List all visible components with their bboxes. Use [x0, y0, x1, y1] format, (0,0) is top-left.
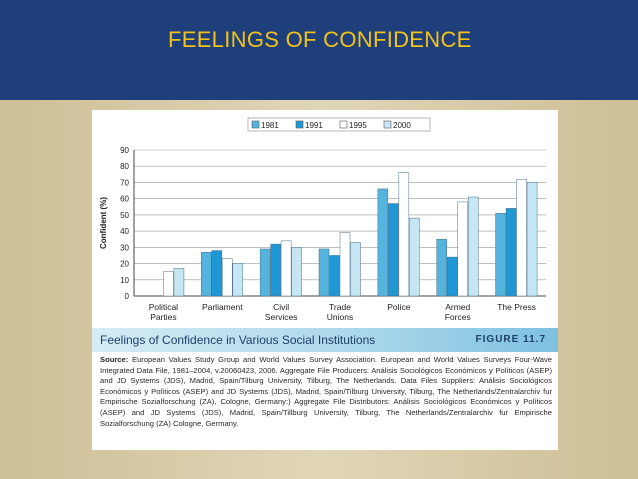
bar-the-press-1981 [495, 213, 506, 297]
y-tick-label-70: 70 [120, 178, 129, 187]
x-tick-label: Unions [327, 312, 353, 322]
slide-header: FEELINGS OF CONFIDENCE [0, 0, 638, 100]
legend-swatch-1981 [251, 120, 260, 129]
legend-label-1995: 1995 [349, 121, 367, 130]
bar-civil-services-1995 [280, 240, 292, 297]
y-axis-labels: 0 10 20 30 40 50 60 70 80 90 [120, 146, 129, 301]
x-tick-label: Police [387, 302, 410, 312]
bar-parliament-2000 [232, 263, 244, 297]
figure-panel: 1981 1991 1995 2000 Political Parties Parliam… [92, 110, 558, 450]
y-tick-label-60: 60 [120, 195, 129, 204]
bar-parliament-1981 [201, 251, 212, 297]
x-tick-label: Parties [150, 312, 176, 322]
legend-label-2000: 2000 [393, 121, 411, 130]
bar-armed-forces-1995 [457, 201, 468, 297]
legend-label-1981: 1981 [261, 121, 279, 130]
figure-source: Source: European Values Study Group and … [100, 355, 552, 429]
legend-swatch-1995 [339, 120, 348, 129]
x-tick-label: Forces [445, 312, 471, 322]
slide-title: FEELINGS OF CONFIDENCE [168, 27, 472, 52]
source-prefix: Source: [100, 355, 129, 364]
y-tick-label-50: 50 [120, 211, 129, 220]
bar-armed-forces-2000 [467, 196, 479, 297]
x-tick-label: Services [265, 312, 298, 322]
bar-trade-unions-2000 [350, 242, 361, 297]
bar-armed-forces-1981 [436, 238, 447, 297]
bar-civil-services-2000 [291, 247, 302, 297]
bar-trade-unions-1981 [318, 248, 330, 297]
bar-civil-services-1981 [259, 248, 271, 297]
source-body: European Values Study Group and World Va… [100, 355, 552, 428]
y-tick-label-40: 40 [120, 227, 129, 236]
x-tick-label: Parliament [202, 302, 243, 312]
figure-caption-bar: Feelings of Confidence in Various Social… [92, 328, 558, 352]
bar-the-press-1995 [516, 178, 527, 297]
y-axis-title: Confident (%) [99, 197, 108, 249]
legend-swatch-1991 [295, 120, 304, 129]
bar-police-1991 [388, 203, 399, 297]
x-tick-label: Political [149, 302, 178, 312]
chart-bars [163, 172, 538, 297]
figure-number: FIGURE 11.7 [475, 334, 546, 345]
x-tick-label: Armed [445, 302, 470, 312]
y-tick-label-20: 20 [120, 260, 129, 269]
y-tick-label-0: 0 [125, 292, 130, 301]
legend-swatch-2000 [383, 120, 392, 129]
bar-trade-unions-1991 [329, 255, 340, 297]
bar-armed-forces-1991 [446, 256, 458, 297]
bar-the-press-2000 [526, 182, 538, 297]
chart-legend: 1981 1991 1995 2000 [247, 117, 431, 132]
bar-parliament-1991 [211, 250, 223, 297]
x-tick-label: The Press [497, 302, 536, 312]
bar-the-press-1991 [505, 208, 517, 297]
x-tick-label: Civil [273, 302, 289, 312]
bar-police-1995 [398, 172, 410, 297]
figure-caption: Feelings of Confidence in Various Social… [100, 333, 376, 347]
y-tick-label-10: 10 [120, 276, 129, 285]
legend-label-1991: 1991 [305, 121, 323, 130]
y-tick-label-30: 30 [120, 243, 129, 252]
bar-political-parties-2000 [173, 268, 185, 297]
bar-civil-services-1991 [270, 243, 281, 297]
bar-political-parties-1995 [163, 271, 174, 297]
bar-police-2000 [409, 217, 420, 297]
bar-parliament-1995 [222, 258, 233, 297]
y-tick-label-80: 80 [120, 162, 129, 171]
y-tick-label-90: 90 [120, 146, 129, 155]
bar-police-1981 [377, 188, 389, 297]
x-tick-label: Trade [329, 302, 351, 312]
bar-trade-unions-1995 [339, 232, 351, 297]
